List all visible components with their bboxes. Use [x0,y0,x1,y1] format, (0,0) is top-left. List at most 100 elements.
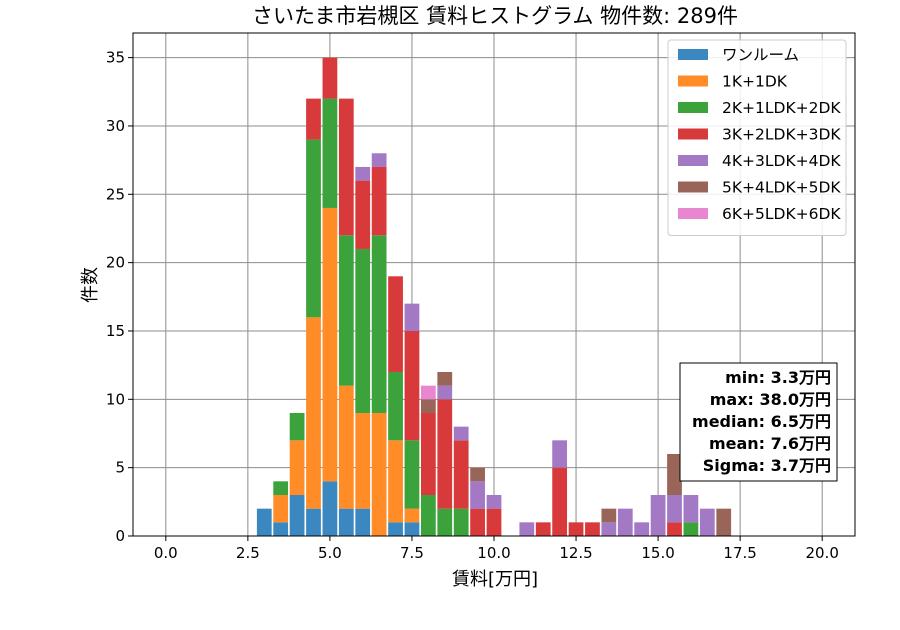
bar [420,385,436,400]
axis-ticks: 0.0 2.5 5.0 7.5 10.0 12.5 15.0 17.5 20.0 0 5 10 15 20… [106,49,839,562]
legend-box [667,39,847,236]
bar [568,522,584,536]
y-tick-label: 0 [115,527,125,545]
legend-swatch [678,102,708,113]
bar [667,522,682,536]
y-tick-label: 25 [106,185,125,203]
bar [371,412,387,536]
bar [585,522,600,536]
bar [552,440,568,468]
bar [273,481,289,495]
bar [667,453,682,495]
bar [667,494,682,523]
x-tick-label: 0.0 [154,544,178,562]
legend-label: 3K+2LDK+3DK [722,126,841,144]
x-tick-label: 5.0 [318,544,342,562]
grid-lines [133,33,855,537]
legend-swatch [678,155,708,166]
y-tick-label: 30 [106,117,125,135]
bar [486,494,502,509]
x-tick-label: 20.0 [805,544,838,562]
bar [289,412,305,441]
bar [388,440,403,523]
bar [683,494,699,523]
x-tick-label: 7.5 [400,544,424,562]
y-tick-label: 20 [106,254,125,272]
bar [355,248,371,413]
stats-line: Sigma: 3.7万円 [703,456,831,475]
y-tick-label: 15 [106,322,125,340]
legend-label: 4K+3LDK+4DK [722,152,841,170]
legend-swatch [678,75,708,87]
bar [404,330,420,441]
bar [470,481,485,509]
x-tick-label: 15.0 [641,544,674,562]
bar [338,508,354,536]
y-tick-label: 5 [115,459,125,477]
bar [322,57,338,99]
bar [306,317,321,509]
bar [322,98,338,208]
stats-line: mean: 7.6万円 [709,434,831,453]
bar [404,508,420,523]
bar [388,522,403,536]
bar [453,508,469,536]
bar [388,371,403,441]
x-axis-label: 賃料[万円] [452,569,538,590]
x-tick-label: 12.5 [559,544,592,562]
bar [306,508,321,536]
x-tick-label: 17.5 [723,544,756,562]
bar [289,440,305,495]
bar [601,508,617,523]
bar [617,508,633,536]
bar [388,276,403,372]
bar [355,180,371,249]
legend-label: 1K+1DK [722,73,788,91]
bar [404,440,420,509]
bar [716,508,732,536]
bar [273,494,289,523]
bar [437,385,453,400]
bar [699,508,715,536]
legend-swatch [678,128,708,140]
bar [420,412,436,495]
bar [355,508,371,536]
bar [470,467,485,482]
bar [453,426,469,441]
bar [683,522,699,536]
bar [634,522,650,536]
legend-swatch [678,181,708,193]
x-tick-label: 10.0 [477,544,510,562]
bar [289,494,305,536]
legend-label: 6K+5LDK+6DK [722,205,841,223]
y-tick-label: 35 [106,49,125,67]
legend: ワンルーム 1K+1DK 2K+1LDK+2DK 3K+2LDK+3DK 4K+3LDK… [667,39,847,236]
stats-line: min: 3.3万円 [725,368,831,387]
bar [256,508,272,536]
stats-box-frame [679,362,838,482]
bar [404,522,420,536]
bar [371,235,387,413]
bar [486,508,502,536]
legend-label: ワンルーム [722,46,799,64]
bar [338,235,354,386]
bar [338,98,354,236]
y-axis-label: 件数 [80,267,101,303]
bar [306,98,321,140]
bar [519,522,535,536]
bar [453,440,469,509]
bars [256,57,732,536]
legend-swatch [678,208,708,219]
bar [322,207,338,482]
bar [437,371,453,386]
stats-line: max: 38.0万円 [710,390,831,409]
bar [322,481,338,536]
y-tick-label: 10 [106,390,125,408]
legend-swatch [678,49,708,60]
legend-label: 2K+1LDK+2DK [722,99,841,117]
stats-box: min: 3.3万円 max: 38.0万円 median: 6.5万円 mean: … [679,362,838,482]
bar [601,522,617,536]
bar [420,399,436,413]
bar [437,508,453,536]
